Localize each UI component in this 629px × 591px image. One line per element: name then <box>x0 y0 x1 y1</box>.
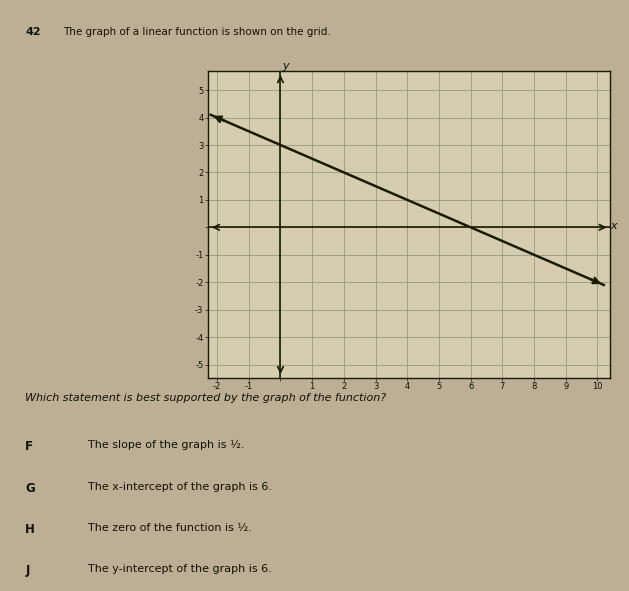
Text: The y-intercept of the graph is 6.: The y-intercept of the graph is 6. <box>88 564 272 574</box>
Text: J: J <box>25 564 30 577</box>
Text: F: F <box>25 440 33 453</box>
Text: Which statement is best supported by the graph of the function?: Which statement is best supported by the… <box>25 393 386 403</box>
Text: The x-intercept of the graph is 6.: The x-intercept of the graph is 6. <box>88 482 272 492</box>
Text: G: G <box>25 482 35 495</box>
Text: 42: 42 <box>25 27 41 37</box>
Text: The zero of the function is ½.: The zero of the function is ½. <box>88 523 252 533</box>
Text: x: x <box>611 221 618 231</box>
Text: The graph of a linear function is shown on the grid.: The graph of a linear function is shown … <box>63 27 331 37</box>
Text: The slope of the graph is ½.: The slope of the graph is ½. <box>88 440 245 450</box>
Text: H: H <box>25 523 35 536</box>
Text: y: y <box>282 61 289 72</box>
